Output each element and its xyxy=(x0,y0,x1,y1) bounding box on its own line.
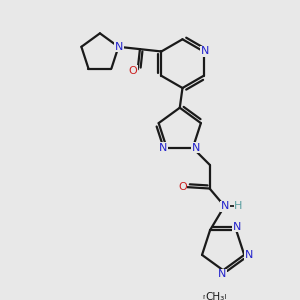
Text: O: O xyxy=(178,182,187,192)
Text: N: N xyxy=(232,222,241,232)
Text: N: N xyxy=(201,46,209,56)
Text: methyl: methyl xyxy=(203,294,227,300)
Text: N: N xyxy=(159,143,168,153)
Text: N: N xyxy=(115,42,123,52)
Text: N: N xyxy=(221,201,229,211)
Text: N: N xyxy=(192,143,200,153)
Text: H: H xyxy=(234,201,243,211)
Text: CH₃: CH₃ xyxy=(206,292,225,300)
Text: N: N xyxy=(218,269,226,279)
Text: N: N xyxy=(245,250,253,260)
Text: O: O xyxy=(128,66,137,76)
